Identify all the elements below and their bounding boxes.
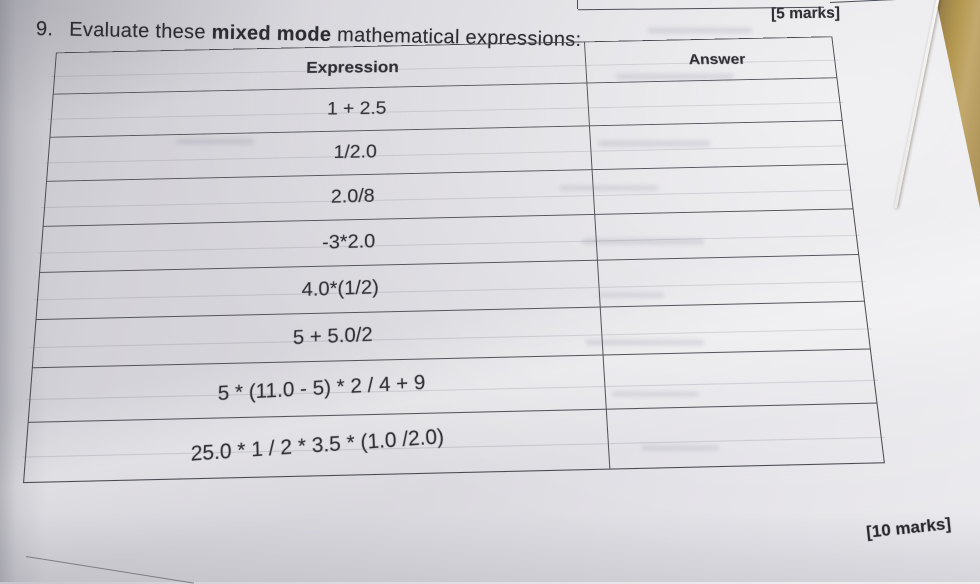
answer-cell [590, 121, 847, 169]
expression-text: -3*2.0 [322, 230, 376, 254]
header-label-answer: Answer [688, 51, 747, 68]
desk-wood-corner [936, 0, 980, 208]
question-text-bold: mixed mode [211, 21, 332, 46]
expression-text: 2.0/8 [330, 185, 375, 208]
expression-text: 5 + 5.0/2 [292, 323, 373, 350]
previous-box-left-border [577, 0, 578, 9]
answer-cell [587, 78, 842, 125]
marks-badge-bottom: [10 marks] [865, 513, 952, 542]
expression-text: 1 + 2.5 [326, 98, 387, 119]
marks-badge-top: [5 marks] [770, 4, 841, 23]
question-number: 9. [35, 18, 54, 41]
expression-text: 5 * (11.0 - 5) * 2 / 4 + 9 [217, 370, 427, 405]
answer-cell [592, 165, 852, 214]
under-sheet-edge-line [25, 556, 194, 584]
answer-cell [606, 404, 883, 469]
expression-text: 25.0 * 1 / 2 * 3.5 * (1.0 /2.0) [190, 424, 445, 466]
question-text-prefix: Evaluate these [69, 18, 212, 44]
header-cell-answer: Answer [585, 37, 837, 82]
answer-cell [598, 255, 864, 307]
expressions-table: Expression Answer 1 + 2.5 1/2.0 [22, 36, 885, 484]
paper-edge-highlight [893, 0, 940, 209]
expressions-table-wrap: Expression Answer 1 + 2.5 1/2.0 [21, 36, 889, 515]
header-label-expression: Expression [306, 57, 400, 76]
expression-text: 1/2.0 [332, 141, 377, 163]
answer-cell [600, 302, 869, 355]
expression-text: 4.0*(1/2) [302, 276, 380, 301]
answer-cell [595, 209, 858, 259]
answer-cell [603, 349, 876, 408]
expression-cell: 25.0 * 1 / 2 * 3.5 * (1.0 /2.0) [24, 409, 610, 483]
